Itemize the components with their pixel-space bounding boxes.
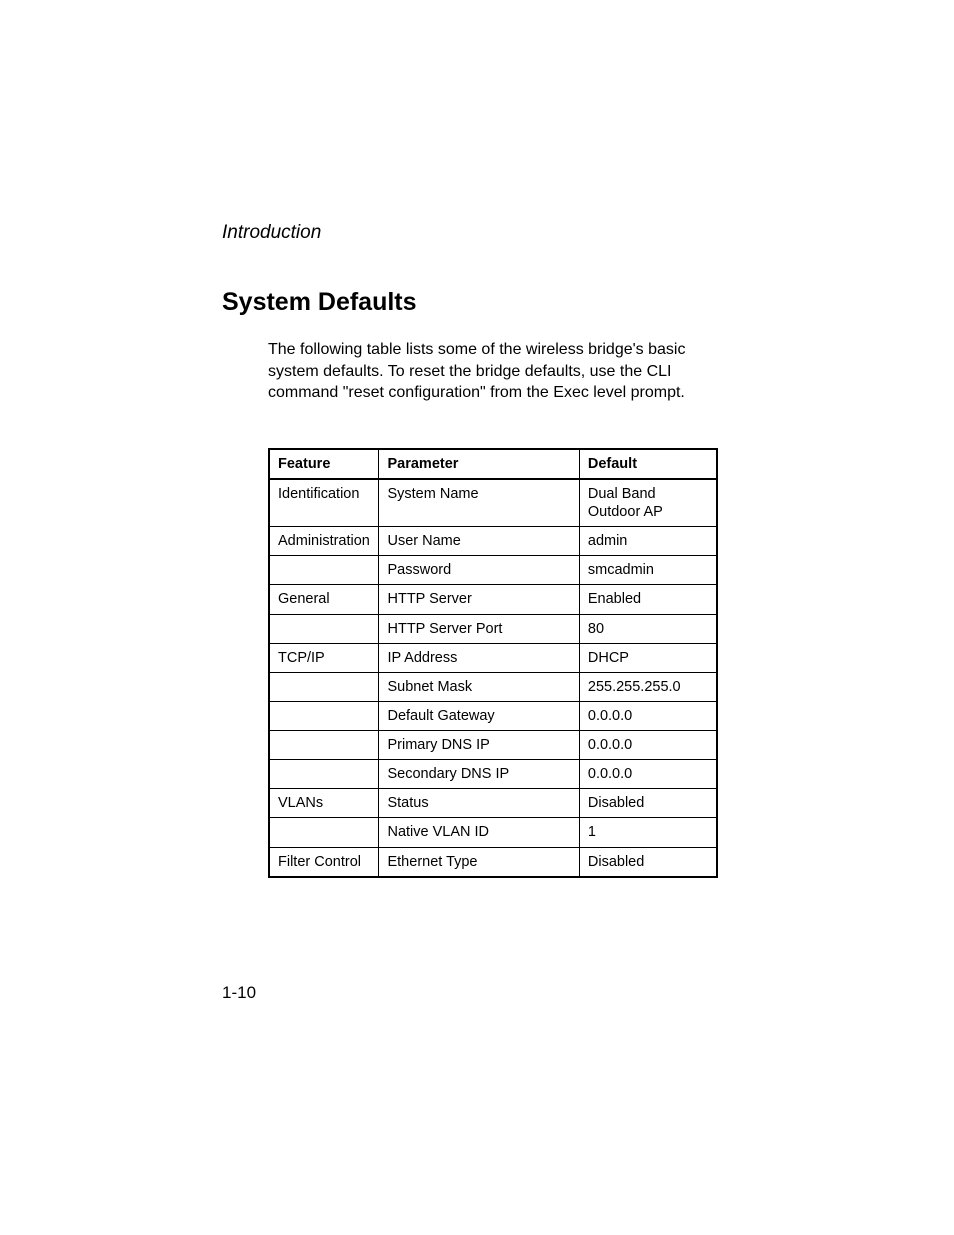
section-heading: System Defaults [222, 288, 716, 317]
cell-parameter: System Name [379, 479, 579, 527]
table-row: TCP/IP IP Address DHCP [269, 643, 717, 672]
cell-default: 0.0.0.0 [579, 760, 717, 789]
table-row: Subnet Mask 255.255.255.0 [269, 672, 717, 701]
cell-default: 0.0.0.0 [579, 731, 717, 760]
col-header-feature: Feature [269, 449, 379, 479]
body-paragraph: The following table lists some of the wi… [268, 339, 688, 404]
cell-parameter: Password [379, 556, 579, 585]
table-row: Secondary DNS IP 0.0.0.0 [269, 760, 717, 789]
cell-parameter: Primary DNS IP [379, 731, 579, 760]
cell-parameter: Status [379, 789, 579, 818]
cell-feature [269, 701, 379, 730]
cell-feature [269, 818, 379, 847]
table-row: General HTTP Server Enabled [269, 585, 717, 614]
cell-default: Dual Band Outdoor AP [579, 479, 717, 527]
table-row: Password smcadmin [269, 556, 717, 585]
table-header-row: Feature Parameter Default [269, 449, 717, 479]
table-row: Filter Control Ethernet Type Disabled [269, 847, 717, 877]
cell-feature [269, 614, 379, 643]
cell-feature [269, 731, 379, 760]
cell-parameter: HTTP Server Port [379, 614, 579, 643]
table-row: VLANs Status Disabled [269, 789, 717, 818]
table-row: Primary DNS IP 0.0.0.0 [269, 731, 717, 760]
cell-feature: Identification [269, 479, 379, 527]
cell-parameter: Default Gateway [379, 701, 579, 730]
cell-feature: VLANs [269, 789, 379, 818]
table-row: Identification System Name Dual Band Out… [269, 479, 717, 527]
cell-default: admin [579, 527, 717, 556]
cell-feature: General [269, 585, 379, 614]
cell-parameter: User Name [379, 527, 579, 556]
cell-parameter: Subnet Mask [379, 672, 579, 701]
cell-parameter: Ethernet Type [379, 847, 579, 877]
cell-default: smcadmin [579, 556, 717, 585]
cell-feature [269, 556, 379, 585]
defaults-table: Feature Parameter Default Identification… [268, 448, 718, 878]
page-number: 1-10 [222, 983, 256, 1003]
cell-default: Disabled [579, 847, 717, 877]
cell-default: 0.0.0.0 [579, 701, 717, 730]
col-header-parameter: Parameter [379, 449, 579, 479]
cell-parameter: Secondary DNS IP [379, 760, 579, 789]
cell-default: Enabled [579, 585, 717, 614]
table-row: Default Gateway 0.0.0.0 [269, 701, 717, 730]
cell-feature: Filter Control [269, 847, 379, 877]
chapter-title: Introduction [222, 222, 716, 244]
cell-parameter: HTTP Server [379, 585, 579, 614]
col-header-default: Default [579, 449, 717, 479]
table-row: HTTP Server Port 80 [269, 614, 717, 643]
cell-default: DHCP [579, 643, 717, 672]
cell-parameter: IP Address [379, 643, 579, 672]
cell-feature [269, 672, 379, 701]
cell-default: 1 [579, 818, 717, 847]
cell-feature [269, 760, 379, 789]
cell-feature: TCP/IP [269, 643, 379, 672]
cell-parameter: Native VLAN ID [379, 818, 579, 847]
table-row: Administration User Name admin [269, 527, 717, 556]
table-row: Native VLAN ID 1 [269, 818, 717, 847]
cell-default: 80 [579, 614, 717, 643]
document-page: Introduction System Defaults The followi… [0, 0, 954, 1235]
cell-feature: Administration [269, 527, 379, 556]
cell-default: Disabled [579, 789, 717, 818]
cell-default: 255.255.255.0 [579, 672, 717, 701]
